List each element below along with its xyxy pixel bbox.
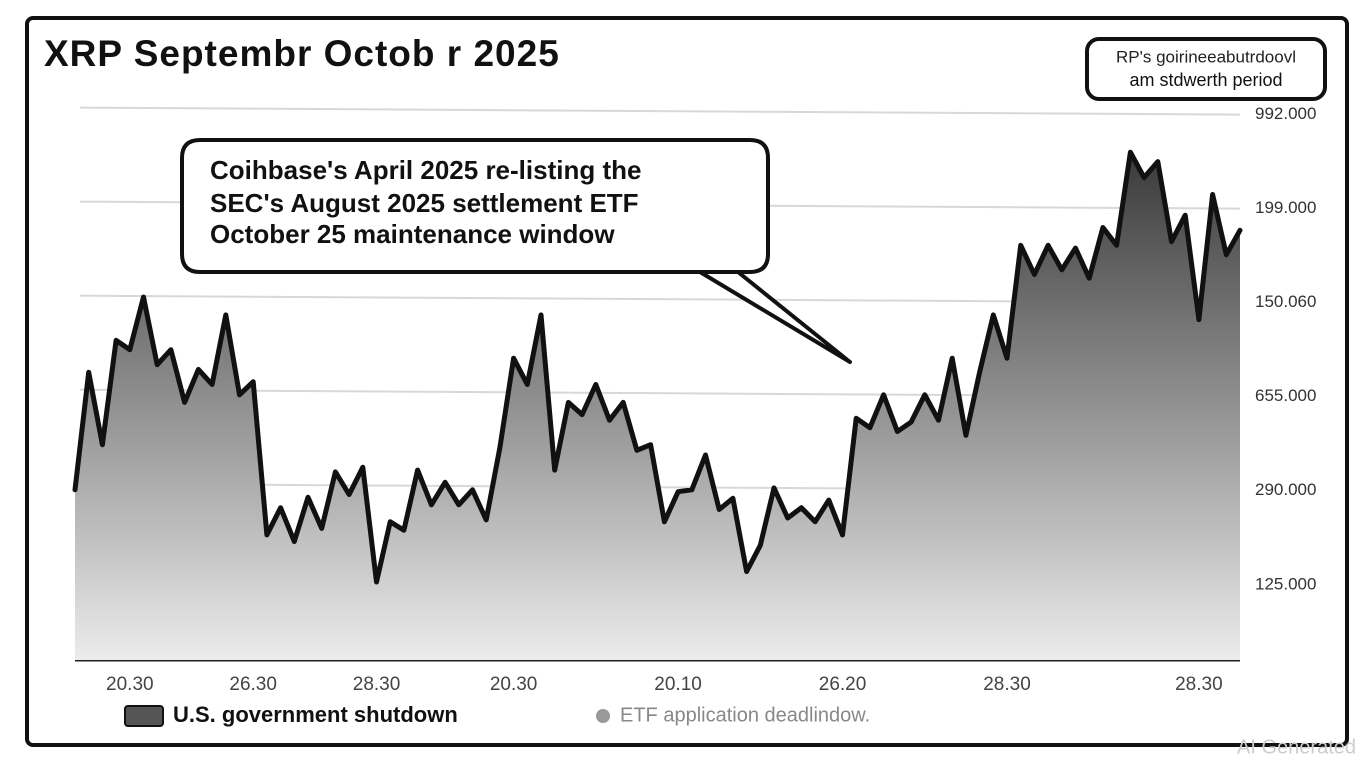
y-tick-label: 199.000 <box>1255 198 1316 217</box>
watermark: AI Generated <box>1237 736 1356 758</box>
note-line: RP's goirineeabutrdoovl <box>1116 47 1296 66</box>
y-tick-label: 290.000 <box>1255 480 1316 499</box>
x-tick-label: 20.30 <box>106 674 154 695</box>
x-tick-label: 28.30 <box>983 674 1031 695</box>
x-tick-label: 20.10 <box>654 674 702 695</box>
x-tick-label: 28.30 <box>1175 674 1223 695</box>
callout-line: Coihbase's April 2025 re-listing the <box>210 155 641 185</box>
y-tick-label: 992.000 <box>1255 104 1316 123</box>
x-tick-label: 28.30 <box>353 674 401 695</box>
x-tick-label: 20.30 <box>490 674 538 695</box>
y-tick-label: 655.000 <box>1255 386 1316 405</box>
y-tick-label: 150.060 <box>1255 292 1316 311</box>
y-tick-label: 125.000 <box>1255 574 1316 593</box>
note-box <box>1085 37 1327 101</box>
x-tick-label: 26.30 <box>229 674 277 695</box>
chart-title: XRP Septembr Octob r 2025 <box>44 33 560 74</box>
area <box>75 152 1240 660</box>
legend-dot <box>596 709 610 723</box>
legend-label: ETF application deadlindow. <box>620 704 870 726</box>
callout-bubble <box>180 138 852 364</box>
legend-swatch <box>124 705 164 727</box>
callout-line: October 25 maintenance window <box>210 219 615 249</box>
callout-line: SEC's August 2025 settlement ETF <box>210 188 639 218</box>
legend-label: U.S. government shutdown <box>173 702 458 727</box>
grid-line <box>79 106 1241 116</box>
line <box>72 149 1243 585</box>
note-line: am stdwerth period <box>1129 70 1282 90</box>
x-tick-label: 26.20 <box>819 674 867 695</box>
